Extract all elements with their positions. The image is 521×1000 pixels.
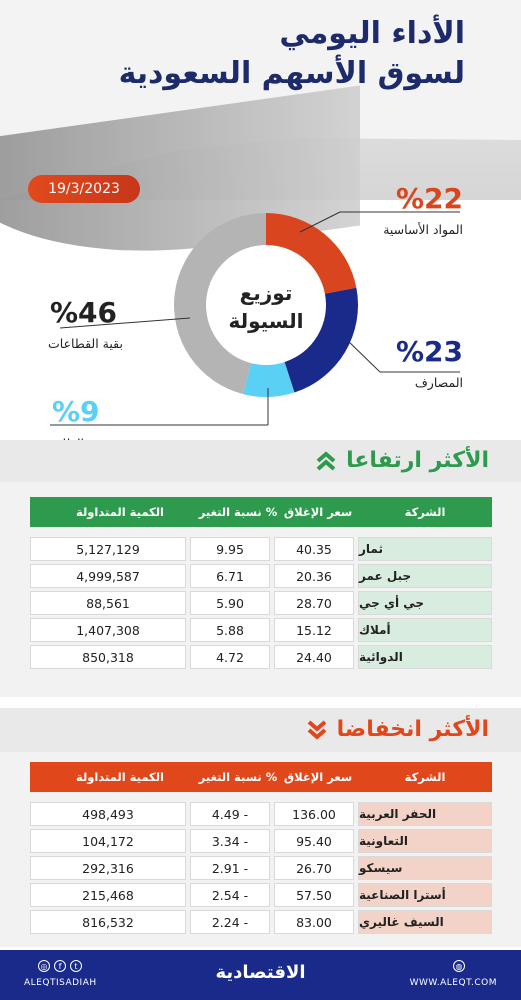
social-icons: ◎ f t	[38, 960, 82, 972]
close-price: 95.40	[274, 829, 354, 853]
col-volume: الكمية المتداولة	[75, 505, 165, 519]
donut-segment-energy	[243, 362, 295, 397]
table-row: الحفر العربية 136.00 4.49 -498,493	[30, 802, 492, 826]
losers-table-header: الشركة سعر الإغلاق نسبة التغير % الكمية …	[30, 762, 492, 792]
close-price: 57.50	[274, 883, 354, 907]
table-row: سيسكو 26.70 2.91 -292,316	[30, 856, 492, 880]
gainers-title-band	[0, 440, 521, 482]
page-title-line1: الأداء اليومي	[279, 16, 465, 51]
col-company: الشركة	[404, 505, 446, 519]
change-percent: 9.95	[190, 537, 270, 561]
label-materials: المواد الأساسية	[383, 222, 463, 237]
company-name: السيف غاليري	[358, 910, 492, 934]
label-banks: المصارف	[414, 375, 463, 390]
globe-icon: ◍	[453, 960, 465, 972]
pct-others: %46	[50, 296, 118, 329]
date-badge: 19/3/2023	[28, 175, 140, 203]
close-price: 83.00	[274, 910, 354, 934]
donut-segment-banks	[284, 287, 358, 393]
donut-segment-others	[173, 213, 266, 395]
company-name: أسترا الصناعية	[358, 883, 492, 907]
traded-volume: 498,493	[30, 802, 186, 826]
losers-heading: الأكثر انخفاضا	[305, 717, 489, 742]
table-row: ثمار 40.35 9.95 5,127,129	[30, 537, 492, 561]
liquidity-donut-section: توزيع السيولة %22 المواد الأساسية %23 ال…	[0, 182, 521, 451]
pct-energy: %9	[52, 395, 100, 428]
table-row: جبل عمر 20.36 6.71 4,999,587	[30, 564, 492, 588]
traded-volume: 292,316	[30, 856, 186, 880]
change-percent: 4.72	[190, 645, 270, 669]
company-name: جي أي جي	[358, 591, 492, 615]
change-percent: 5.90	[190, 591, 270, 615]
close-price: 20.36	[274, 564, 354, 588]
col-close: سعر الإغلاق	[283, 770, 353, 784]
gainers-heading: الأكثر ارتفاعا	[314, 448, 489, 473]
change-percent: 3.34 -	[190, 829, 270, 853]
close-price: 28.70	[274, 591, 354, 615]
losers-title: الأكثر انخفاضا	[336, 717, 489, 742]
col-change: نسبة التغير %	[198, 770, 278, 784]
traded-volume: 4,999,587	[30, 564, 186, 588]
double-chevron-up-icon	[316, 450, 336, 471]
label-others: بقية القطاعات	[48, 336, 123, 351]
change-percent: 5.88	[190, 618, 270, 642]
company-name: التعاونية	[358, 829, 492, 853]
double-chevron-down-icon	[307, 719, 326, 740]
social-handle[interactable]: ALEQTISADIAH	[24, 978, 97, 988]
website-link[interactable]: WWW.ALEQT.COM	[409, 978, 497, 988]
traded-volume: 215,468	[30, 883, 186, 907]
close-price: 26.70	[274, 856, 354, 880]
leader-line-others	[59, 317, 191, 329]
traded-volume: 104,172	[30, 829, 186, 853]
traded-volume: 5,127,129	[30, 537, 186, 561]
change-percent: 2.54 -	[190, 883, 270, 907]
donut-segment-materials	[266, 213, 357, 294]
company-name: ثمار	[358, 537, 492, 561]
footer-bar: ◎ f t ALEQTISADIAH الاقتصادية ◍ WWW.ALEQ…	[0, 950, 521, 1000]
pct-materials: %22	[395, 182, 463, 215]
change-percent: 2.24 -	[190, 910, 270, 934]
close-price: 136.00	[274, 802, 354, 826]
change-percent: 6.71	[190, 564, 270, 588]
company-name: أملاك	[358, 618, 492, 642]
table-row: السيف غاليري 83.00 2.24 -816,532	[30, 910, 492, 934]
col-close: سعر الإغلاق	[283, 505, 353, 519]
table-row: التعاونية 95.40 3.34 -104,172	[30, 829, 492, 853]
change-percent: 2.91 -	[190, 856, 270, 880]
liquidity-donut-chart: توزيع السيولة	[50, 211, 460, 426]
col-company: الشركة	[404, 770, 446, 784]
company-name: الحفر العربية	[358, 802, 492, 826]
col-change: نسبة التغير %	[198, 505, 278, 519]
col-volume: الكمية المتداولة	[75, 770, 165, 784]
donut-center-line2: السيولة	[228, 309, 303, 333]
company-name: سيسكو	[358, 856, 492, 880]
leader-line-materials-2	[299, 211, 341, 233]
leader-line-banks	[344, 337, 381, 373]
twitter-icon[interactable]: t	[70, 960, 82, 972]
close-price: 24.40	[274, 645, 354, 669]
losers-title-band	[0, 708, 521, 752]
company-name: جبل عمر	[358, 564, 492, 588]
close-price: 15.12	[274, 618, 354, 642]
page-title-line2: لسوق الأسهم السعودية	[118, 56, 465, 91]
instagram-icon[interactable]: ◎	[38, 960, 50, 972]
close-price: 40.35	[274, 537, 354, 561]
pct-banks: %23	[395, 335, 463, 368]
traded-volume: 1,407,308	[30, 618, 186, 642]
traded-volume: 850,318	[30, 645, 186, 669]
traded-volume: 816,532	[30, 910, 186, 934]
gainers-table-header: الشركة سعر الإغلاق نسبة التغير % الكمية …	[30, 497, 492, 527]
donut-center-line1: توزيع	[240, 281, 293, 305]
table-row: أسترا الصناعية 57.50 2.54 -215,468	[30, 883, 492, 907]
facebook-icon[interactable]: f	[54, 960, 66, 972]
gainers-title: الأكثر ارتفاعا	[346, 448, 489, 473]
company-name: الدوائية	[358, 645, 492, 669]
change-percent: 4.49 -	[190, 802, 270, 826]
table-row: الدوائية 24.40 4.72 850,318	[30, 645, 492, 669]
table-row: جي أي جي 28.70 5.90 88,561	[30, 591, 492, 615]
table-row: أملاك 15.12 5.88 1,407,308	[30, 618, 492, 642]
traded-volume: 88,561	[30, 591, 186, 615]
brand-logo: الاقتصادية	[215, 962, 306, 983]
